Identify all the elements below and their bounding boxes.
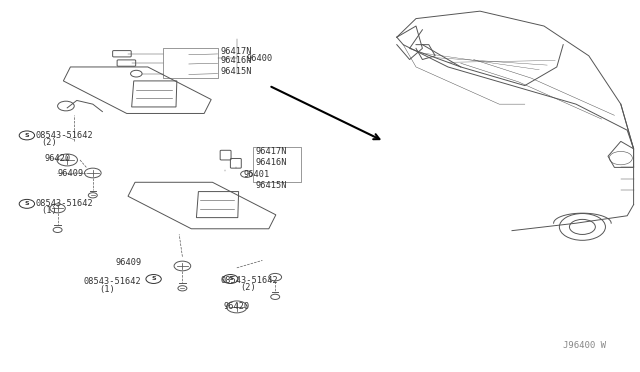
Text: J96400 W: J96400 W bbox=[563, 341, 606, 350]
Text: (1): (1) bbox=[99, 285, 115, 294]
Text: 96409: 96409 bbox=[115, 258, 141, 267]
Text: 96415N: 96415N bbox=[256, 181, 287, 190]
Text: 96420: 96420 bbox=[224, 302, 250, 311]
Text: 08543-51642: 08543-51642 bbox=[221, 276, 278, 285]
Text: 96416N: 96416N bbox=[221, 56, 252, 65]
Text: 96417N: 96417N bbox=[256, 147, 287, 156]
Text: 08543-51642: 08543-51642 bbox=[35, 131, 93, 140]
Text: 96400: 96400 bbox=[246, 54, 273, 63]
Text: 96409: 96409 bbox=[58, 169, 84, 178]
Text: (1): (1) bbox=[42, 206, 58, 215]
Text: 08543-51642: 08543-51642 bbox=[35, 199, 93, 208]
Text: S: S bbox=[24, 133, 29, 138]
Text: (2): (2) bbox=[240, 283, 256, 292]
Text: 96420: 96420 bbox=[45, 154, 71, 163]
Text: S: S bbox=[228, 276, 233, 282]
Text: S: S bbox=[24, 201, 29, 206]
Text: 96416N: 96416N bbox=[256, 158, 287, 167]
Text: 96401: 96401 bbox=[243, 170, 269, 179]
Text: (2): (2) bbox=[42, 138, 58, 147]
Text: S: S bbox=[151, 276, 156, 282]
Text: 96417N: 96417N bbox=[221, 47, 252, 56]
Text: 96415N: 96415N bbox=[221, 67, 252, 76]
Text: 08543-51642: 08543-51642 bbox=[83, 278, 141, 286]
